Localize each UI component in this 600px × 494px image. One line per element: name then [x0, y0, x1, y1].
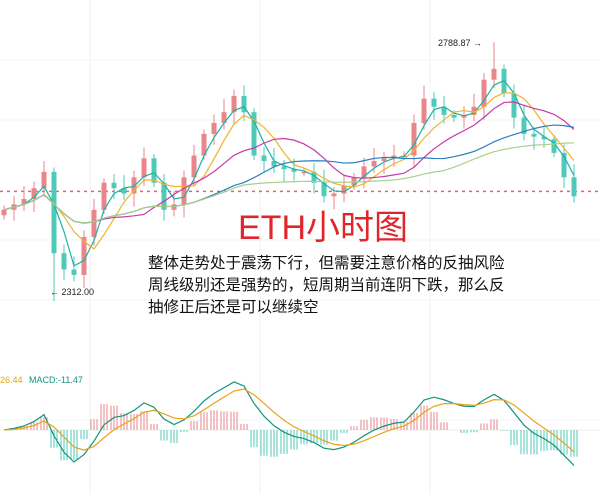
low-label: ← 2312.00: [50, 287, 95, 297]
candle-body: [111, 182, 117, 189]
macd-legend: 26.44 MACD:-11.47: [0, 375, 83, 385]
candle-body: [171, 204, 177, 210]
candle-body: [101, 182, 107, 210]
candle-body: [191, 155, 197, 178]
candle-body: [121, 188, 127, 194]
candle-body: [531, 133, 537, 137]
candle-body: [141, 158, 147, 178]
candle-body: [431, 98, 437, 107]
candle-body: [321, 182, 327, 197]
moving-average-line: [3, 142, 575, 224]
candle-body: [481, 79, 487, 107]
candle-body: [41, 171, 47, 189]
dea-line: [3, 388, 575, 453]
dif-line: [3, 381, 575, 466]
candle-body: [181, 177, 187, 205]
candle-body: [511, 93, 517, 118]
candle-body: [161, 182, 167, 210]
chart-title: ETH小时图: [238, 209, 408, 247]
candle-body: [561, 152, 567, 178]
candle-body: [261, 155, 267, 162]
candle-body: [301, 171, 307, 174]
candle-body: [541, 136, 547, 140]
candle-body: [1, 209, 7, 216]
candle-body: [371, 161, 377, 167]
high-label: 2788.87 →: [438, 38, 483, 48]
candle-body: [421, 98, 427, 124]
dea-value: 26.44: [0, 375, 23, 385]
annotation-line: 整体走势处于震荡下行，但需要注意价格的反抽风险: [148, 254, 505, 272]
candle-body: [61, 253, 67, 270]
candle-body: [521, 117, 527, 134]
moving-average-line: [3, 79, 575, 267]
candle-body: [211, 123, 217, 134]
candle-body: [311, 171, 317, 183]
candle-body: [281, 166, 287, 170]
macd-value: MACD:-11.47: [29, 375, 83, 385]
candle-body: [201, 133, 207, 156]
moving-average-line: [3, 92, 575, 250]
candle-body: [341, 185, 347, 194]
candle-body: [91, 209, 97, 237]
candle-body: [71, 269, 77, 275]
candle-body: [231, 95, 237, 113]
candle-body: [381, 158, 387, 162]
candle-body: [351, 177, 357, 186]
candle-body: [471, 106, 477, 115]
candle-body: [21, 198, 27, 205]
candle-body: [411, 123, 417, 156]
candle-body: [241, 95, 247, 113]
candle-body: [221, 112, 227, 124]
candle-body: [551, 139, 557, 153]
candle-body: [331, 193, 337, 197]
candle-body: [571, 177, 577, 197]
annotation-text: 整体走势处于震荡下行，但需要注意价格的反抽风险 周线级别还是强势的，短周期当前连…: [148, 252, 505, 318]
candle-body: [271, 161, 277, 167]
candle-body: [151, 158, 157, 183]
candle-body: [31, 188, 37, 199]
candle-body: [251, 112, 257, 156]
candle-body: [51, 171, 57, 254]
candle-body: [81, 236, 87, 275]
candle-body: [131, 177, 137, 194]
candle-body: [441, 106, 447, 115]
candle-body: [291, 169, 297, 172]
annotation-line: 抽修正后还是可以继续空: [148, 298, 319, 316]
candle-body: [491, 68, 497, 80]
annotation-line: 周线级别还是强势的，短周期当前连阴下跌，那么反: [148, 276, 505, 294]
candle-body: [451, 114, 457, 118]
candle-body: [361, 166, 367, 178]
